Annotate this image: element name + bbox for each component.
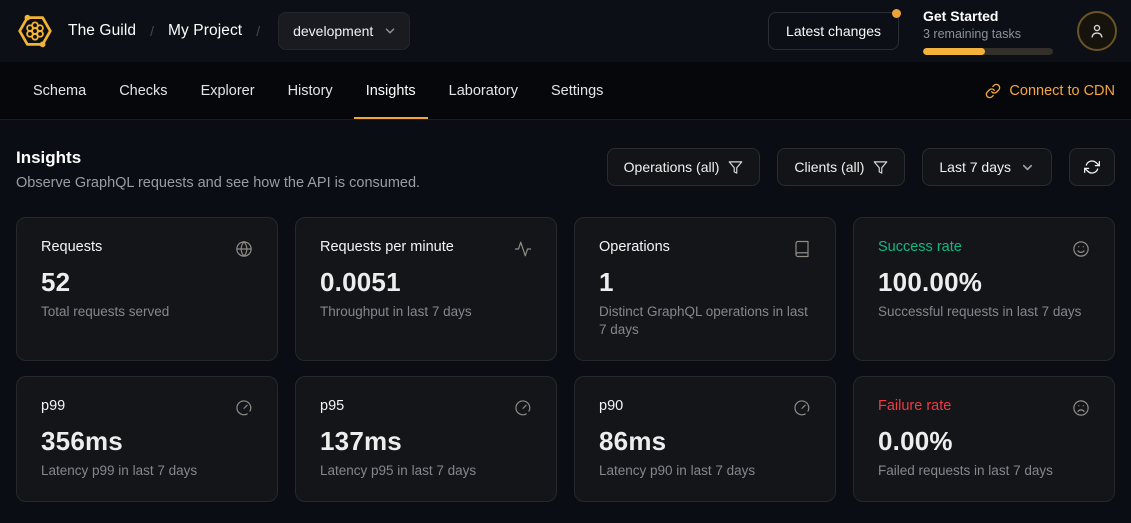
stat-value: 100.00% (878, 267, 983, 297)
breadcrumb-project[interactable]: My Project (168, 22, 243, 39)
stat-card-requests: Requests 52 Total requests served (16, 217, 278, 361)
stats-grid: Requests 52 Total requests served Reques… (16, 217, 1115, 502)
notification-dot (892, 9, 901, 18)
stat-card-requests-per-minute: Requests per minute 0.0051 Throughput in… (295, 217, 557, 361)
stat-description: Latency p90 in last 7 days (599, 463, 756, 478)
stat-card-p99: p99 356ms Latency p99 in last 7 days (16, 376, 278, 502)
book-icon (793, 240, 811, 258)
stat-title: Requests per minute (320, 239, 454, 255)
get-started-widget[interactable]: Get Started 3 remaining tasks (923, 8, 1053, 55)
get-started-progressbar (923, 47, 1053, 55)
insights-title-block: Insights Observe GraphQL requests and se… (16, 148, 420, 191)
tab-insights[interactable]: Insights (353, 62, 428, 119)
stat-card-p90: p90 86ms Latency p90 in last 7 days (574, 376, 836, 502)
tab-checks[interactable]: Checks (119, 82, 168, 99)
stat-description: Failed requests in last 7 days (878, 463, 1053, 478)
get-started-progress-fill (923, 47, 986, 55)
period-select-button[interactable]: Last 7 days (922, 148, 1052, 186)
frown-icon (1072, 399, 1090, 417)
tab-explorer[interactable]: Explorer (200, 82, 255, 99)
stat-value: 86ms (599, 426, 667, 456)
stat-description: Successful requests in last 7 days (878, 304, 1082, 319)
get-started-title: Get Started (923, 7, 999, 24)
insights-filters: Operations (all) Clients (all) Last 7 da… (606, 148, 1115, 186)
stat-title: p95 (320, 398, 345, 414)
chevron-down-icon (1020, 160, 1035, 175)
tab-laboratory[interactable]: Laboratory (448, 82, 518, 99)
clients-filter-button[interactable]: Clients (all) (777, 148, 906, 186)
page-title: Insights (16, 148, 82, 167)
clients-filter-label: Clients (all) (794, 159, 865, 175)
stat-description: Latency p99 in last 7 days (41, 463, 198, 478)
guild-logo-icon[interactable] (16, 12, 54, 50)
project-nav: Schema Checks Explorer History Insights … (0, 62, 1131, 120)
stat-value: 137ms (320, 426, 402, 456)
user-icon (1088, 22, 1106, 40)
operations-filter-label: Operations (all) (623, 159, 720, 175)
header-actions: Latest changes Get Started 3 remaining t… (768, 8, 1117, 55)
stat-title: Requests (41, 239, 103, 255)
link-icon (985, 83, 1001, 99)
latest-changes-button[interactable]: Latest changes (768, 9, 901, 50)
period-select-value: Last 7 days (939, 159, 1011, 175)
connect-to-cdn-label: Connect to CDN (1009, 82, 1115, 99)
filter-funnel-icon (728, 160, 743, 175)
stat-value: 1 (599, 267, 614, 297)
refresh-icon (1084, 159, 1100, 175)
connect-to-cdn-link[interactable]: Connect to CDN (985, 62, 1115, 119)
nav-tabs: Schema Checks Explorer History Insights … (21, 62, 615, 119)
stat-card-p95: p95 137ms Latency p95 in last 7 days (295, 376, 557, 502)
stat-value: 0.00% (878, 426, 953, 456)
stat-title: p99 (41, 398, 66, 414)
stat-value: 0.0051 (320, 267, 401, 297)
stat-description: Latency p95 in last 7 days (320, 463, 477, 478)
environment-select[interactable]: development (278, 12, 411, 50)
breadcrumb-separator: / (150, 23, 154, 39)
breadcrumb: The Guild / My Project / development (16, 12, 411, 50)
tab-settings[interactable]: Settings (551, 82, 604, 99)
gauge-icon (235, 399, 253, 417)
gauge-icon (514, 399, 532, 417)
stat-card-failure-rate: Failure rate 0.00% Failed requests in la… (853, 376, 1115, 502)
breadcrumb-org[interactable]: The Guild (68, 22, 137, 39)
operations-filter-button[interactable]: Operations (all) (606, 148, 761, 186)
tab-history[interactable]: History (287, 82, 333, 99)
stat-description: Total requests served (41, 304, 170, 319)
user-avatar[interactable] (1077, 11, 1117, 51)
breadcrumb-separator: / (256, 23, 261, 39)
stat-title: p90 (599, 398, 624, 414)
tab-schema[interactable]: Schema (33, 82, 87, 99)
stat-card-operations: Operations 1 Distinct GraphQL operations… (574, 217, 836, 361)
stat-title: Success rate (878, 239, 962, 255)
stat-card-success-rate: Success rate 100.00% Successful requests… (853, 217, 1115, 361)
activity-icon (514, 240, 532, 258)
globe-icon (235, 240, 253, 258)
stat-value: 52 (41, 267, 71, 297)
chevron-down-icon (383, 24, 397, 38)
stat-value: 356ms (41, 426, 123, 456)
get-started-remaining: 3 remaining tasks (923, 26, 1021, 41)
filter-funnel-icon (873, 160, 888, 175)
stat-description: Distinct GraphQL operations in last 7 da… (599, 304, 808, 337)
smile-icon (1072, 240, 1090, 258)
insights-header: Insights Observe GraphQL requests and se… (16, 148, 1115, 191)
top-header: The Guild / My Project / development Lat… (0, 0, 1131, 62)
latest-changes-label: Latest changes (786, 23, 881, 39)
environment-select-value: development (293, 23, 374, 39)
gauge-icon (793, 399, 811, 417)
stat-title: Failure rate (878, 398, 952, 414)
page-subtitle: Observe GraphQL requests and see how the… (16, 175, 421, 191)
insights-page: Insights Observe GraphQL requests and se… (0, 120, 1131, 502)
stat-title: Operations (599, 239, 670, 255)
stat-description: Throughput in last 7 days (320, 304, 472, 319)
refresh-button[interactable] (1069, 148, 1115, 186)
